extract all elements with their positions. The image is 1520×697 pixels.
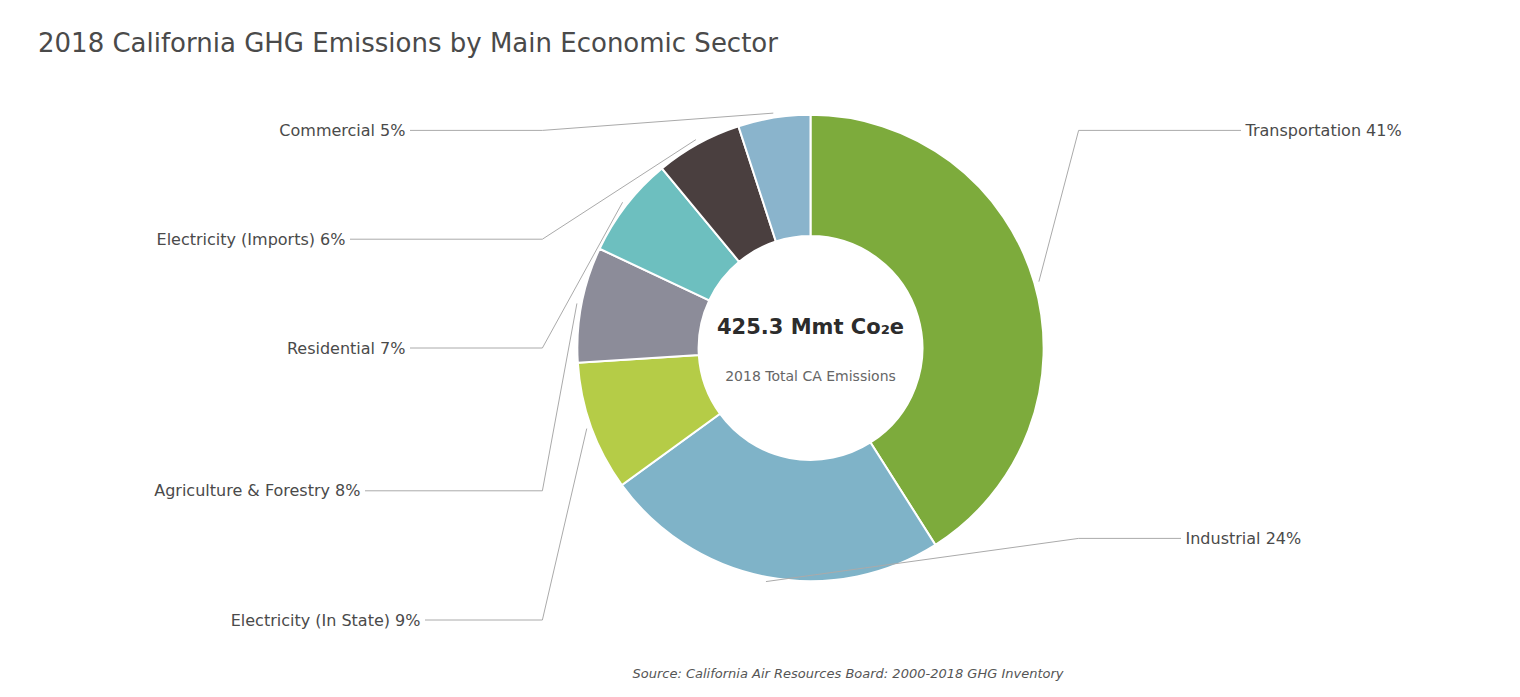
svg-text:Industrial 24%: Industrial 24% <box>1186 529 1302 548</box>
html-text:2018 Total CA Emissions: 2018 Total CA Emissions <box>725 368 896 384</box>
svg-text:Residential 7%: Residential 7% <box>287 339 406 358</box>
svg-text:Transportation 41%: Transportation 41% <box>1245 121 1402 140</box>
svg-text:Agriculture & Forestry 8%: Agriculture & Forestry 8% <box>154 481 360 500</box>
svg-text:Electricity (Imports) 6%: Electricity (Imports) 6% <box>157 230 346 249</box>
html-text:Source: California Air Resourc: Source: California Air Resources Board: … <box>632 666 1064 682</box>
html-text:2018 California GHG Emissions: 2018 California GHG Emissions by Main Ec… <box>38 28 778 59</box>
html-text:425.3 Mmt Co₂e: 425.3 Mmt Co₂e <box>716 315 905 339</box>
svg-text:Commercial 5%: Commercial 5% <box>279 121 405 140</box>
svg-text:Electricity (In State) 9%: Electricity (In State) 9% <box>231 611 421 630</box>
